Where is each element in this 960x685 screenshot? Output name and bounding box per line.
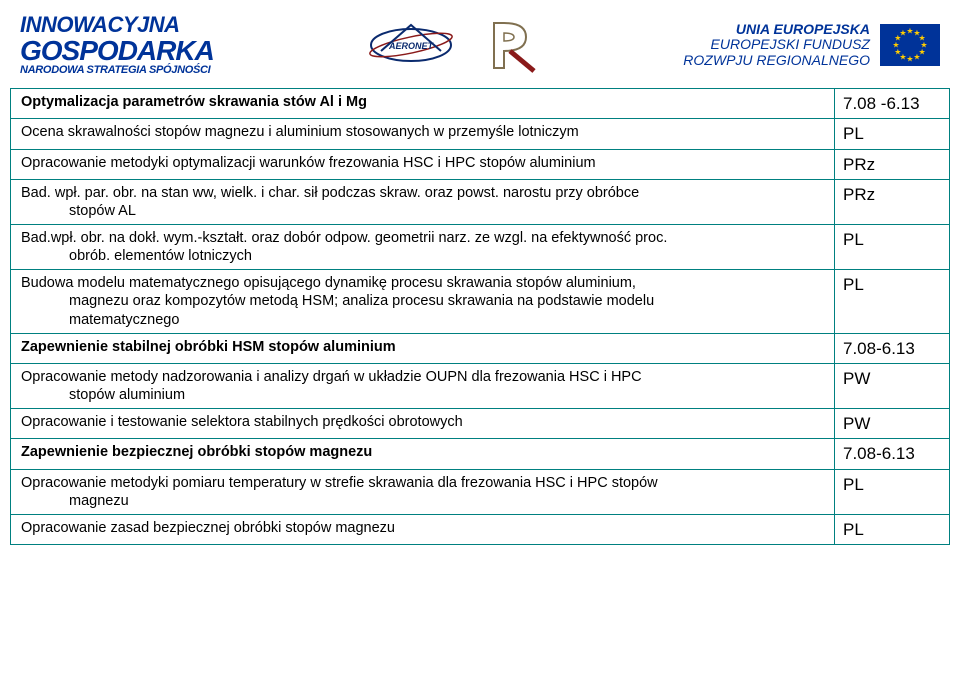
row-right-cell: PL xyxy=(835,469,950,514)
eu-flag-icon: ★★★★★★★★★★★★ xyxy=(880,24,940,66)
row-text: Opracowanie i testowanie selektora stabi… xyxy=(21,414,463,430)
table-row: Opracowanie i testowanie selektora stabi… xyxy=(11,409,950,439)
row-text-cell: Zapewnienie bezpiecznej obróbki stopów m… xyxy=(11,439,835,469)
header-right-text: UNIA EUROPEJSKA EUROPEJSKI FUNDUSZ ROZWP… xyxy=(683,22,870,68)
table-row: Bad. wpł. par. obr. na stan ww, wielk. i… xyxy=(11,179,950,224)
table-row: Zapewnienie bezpiecznej obróbki stopów m… xyxy=(11,439,950,469)
row-right-cell: 7.08-6.13 xyxy=(835,333,950,363)
row-right-cell: PL xyxy=(835,225,950,270)
row-text-cell: Opracowanie metody nadzorowania i analiz… xyxy=(11,363,835,408)
row-text-cell: Budowa modelu matematycznego opisującego… xyxy=(11,270,835,333)
header: INNOWACYJNA GOSPODARKA NARODOWA STRATEGI… xyxy=(0,0,960,88)
header-left-line2: GOSPODARKA xyxy=(20,36,214,65)
row-right-cell: PW xyxy=(835,363,950,408)
row-right-cell: PL xyxy=(835,270,950,333)
table-row: Optymalizacja parametrów skrawania stów … xyxy=(11,89,950,119)
row-text: Bad. wpł. par. obr. na stan ww, wielk. i… xyxy=(21,184,826,220)
row-text-cell: Optymalizacja parametrów skrawania stów … xyxy=(11,89,835,119)
row-text: Opracowanie metody nadzorowania i analiz… xyxy=(21,368,826,404)
row-right-cell: PW xyxy=(835,409,950,439)
pr-logo-icon xyxy=(486,13,541,78)
table-row: Bad.wpł. obr. na dokł. wym.-kształt. ora… xyxy=(11,225,950,270)
eu-star-icon: ★ xyxy=(899,28,906,37)
header-left-logo: INNOWACYJNA GOSPODARKA NARODOWA STRATEGI… xyxy=(20,13,214,77)
row-right-cell: PRz xyxy=(835,149,950,179)
row-text-cell: Bad.wpł. obr. na dokł. wym.-kształt. ora… xyxy=(11,225,835,270)
content-table: Optymalizacja parametrów skrawania stów … xyxy=(10,88,950,545)
row-text: Opracowanie zasad bezpiecznej obróbki st… xyxy=(21,520,395,536)
row-text: Ocena skrawalności stopów magnezu i alum… xyxy=(21,124,579,140)
header-right: UNIA EUROPEJSKA EUROPEJSKI FUNDUSZ ROZWP… xyxy=(683,22,940,68)
header-right-line1: UNIA EUROPEJSKA xyxy=(683,22,870,37)
header-right-line2: EUROPEJSKI FUNDUSZ xyxy=(683,37,870,52)
eu-star-icon: ★ xyxy=(906,54,913,63)
aeronet-logo-icon: AERONET xyxy=(356,15,466,75)
eu-star-icon: ★ xyxy=(913,53,920,62)
row-text-cell: Opracowanie metodyki pomiaru temperatury… xyxy=(11,469,835,514)
header-right-line3: ROZWPJU REGIONALNEGO xyxy=(683,53,870,68)
header-left-line3: NARODOWA STRATEGIA SPÓJNOŚCI xyxy=(20,65,214,77)
content-tbody: Optymalizacja parametrów skrawania stów … xyxy=(11,89,950,545)
row-text: Opracowanie metodyki optymalizacji warun… xyxy=(21,155,596,171)
row-text: Opracowanie metodyki pomiaru temperatury… xyxy=(21,474,826,510)
aeronet-label-text: AERONET xyxy=(388,41,435,51)
row-right-cell: PRz xyxy=(835,179,950,224)
row-text-cell: Opracowanie i testowanie selektora stabi… xyxy=(11,409,835,439)
table-row: Opracowanie zasad bezpiecznej obróbki st… xyxy=(11,514,950,544)
row-text: Bad.wpł. obr. na dokł. wym.-kształt. ora… xyxy=(21,229,826,265)
table-row: Ocena skrawalności stopów magnezu i alum… xyxy=(11,119,950,149)
row-right-cell: 7.08-6.13 xyxy=(835,439,950,469)
table-row: Opracowanie metodyki optymalizacji warun… xyxy=(11,149,950,179)
row-text-cell: Opracowanie zasad bezpiecznej obróbki st… xyxy=(11,514,835,544)
row-text: Optymalizacja parametrów skrawania stów … xyxy=(21,94,367,110)
row-text-cell: Bad. wpł. par. obr. na stan ww, wielk. i… xyxy=(11,179,835,224)
table-row: Opracowanie metody nadzorowania i analiz… xyxy=(11,363,950,408)
header-left-line1: INNOWACYJNA xyxy=(20,13,214,36)
header-center: AERONET xyxy=(356,13,541,78)
row-right-cell: PL xyxy=(835,514,950,544)
row-text-cell: Opracowanie metodyki optymalizacji warun… xyxy=(11,149,835,179)
table-row: Zapewnienie stabilnej obróbki HSM stopów… xyxy=(11,333,950,363)
row-text: Zapewnienie stabilnej obróbki HSM stopów… xyxy=(21,339,396,355)
row-text: Budowa modelu matematycznego opisującego… xyxy=(21,274,826,328)
table-row: Opracowanie metodyki pomiaru temperatury… xyxy=(11,469,950,514)
row-right-cell: PL xyxy=(835,119,950,149)
table-row: Budowa modelu matematycznego opisującego… xyxy=(11,270,950,333)
row-text-cell: Ocena skrawalności stopów magnezu i alum… xyxy=(11,119,835,149)
row-right-cell: 7.08 -6.13 xyxy=(835,89,950,119)
row-text: Zapewnienie bezpiecznej obróbki stopów m… xyxy=(21,444,372,460)
row-text-cell: Zapewnienie stabilnej obróbki HSM stopów… xyxy=(11,333,835,363)
